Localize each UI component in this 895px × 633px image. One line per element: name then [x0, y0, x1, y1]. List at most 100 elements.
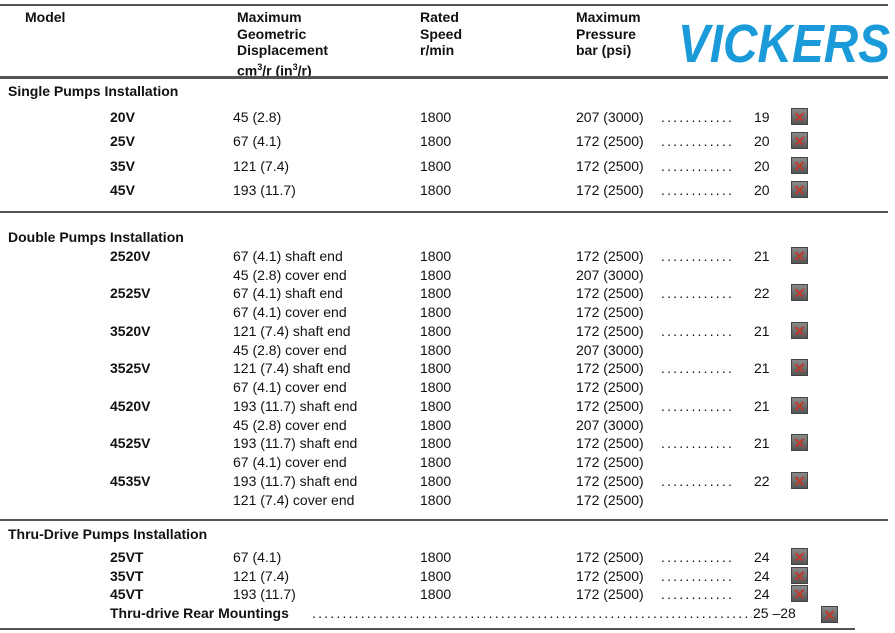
broken-image-link-icon[interactable]: [791, 434, 808, 451]
page-number: 21: [754, 248, 770, 264]
broken-image-link-icon[interactable]: [791, 157, 808, 174]
dot-leader: ............: [661, 568, 735, 584]
pressure-value: 172 (2500): [576, 549, 644, 565]
dot-leader: ............: [661, 398, 735, 414]
displacement-value: 193 (11.7): [233, 182, 296, 198]
model-name: 25VT: [110, 549, 144, 565]
dot-leader: ............: [661, 285, 735, 301]
broken-image-link-icon[interactable]: [791, 181, 808, 198]
broken-image-link-icon[interactable]: [791, 108, 808, 125]
speed-value: 1800: [420, 473, 452, 489]
model-name: 4525V: [110, 435, 151, 451]
broken-image-link-icon[interactable]: [821, 606, 838, 623]
pressure-value: 207 (3000): [576, 267, 644, 283]
section-title: Thru-Drive Pumps Installation: [8, 526, 208, 542]
pressure-value: 172 (2500): [576, 133, 644, 149]
pressure-value: 172 (2500): [576, 182, 644, 198]
hdr-line: Maximum: [576, 9, 641, 25]
speed-value: 1800: [420, 267, 452, 283]
speed-value: 1800: [420, 248, 452, 264]
broken-image-link-icon[interactable]: [791, 397, 808, 414]
rear-mountings-label: Thru-drive Rear Mountings: [110, 605, 289, 621]
model-name: 4535V: [110, 473, 151, 489]
model-name: 4520V: [110, 398, 151, 414]
speed-value: 1800: [420, 285, 452, 301]
speed-value: 1800: [420, 323, 452, 339]
broken-image-link-icon[interactable]: [791, 247, 808, 264]
hdr-unit: cm3/r (in3/r): [237, 61, 312, 79]
speed-value: 1800: [420, 454, 452, 470]
displacement-value: 193 (11.7) shaft end: [233, 473, 358, 489]
section-rule: [0, 519, 888, 521]
hdr-line: Speed: [420, 25, 463, 42]
section-rule: [0, 211, 888, 213]
displacement-value: 193 (11.7) shaft end: [233, 435, 358, 451]
vickers-logo: VICKERS: [678, 17, 890, 67]
model-name: 45VT: [110, 586, 144, 602]
model-name: 35VT: [110, 568, 144, 584]
model-name: 25V: [110, 133, 135, 149]
pressure-value: 207 (3000): [576, 417, 644, 433]
hdr-line: Rated: [420, 9, 459, 25]
col-displacement-header: Maximum Geometric Displacement cm3/r (in…: [237, 9, 328, 79]
speed-value: 1800: [420, 435, 452, 451]
speed-value: 1800: [420, 568, 452, 584]
model-name: 20V: [110, 109, 135, 125]
broken-image-link-icon[interactable]: [791, 322, 808, 339]
speed-value: 1800: [420, 492, 452, 508]
page-number: 24: [754, 586, 770, 602]
model-name: 45V: [110, 182, 135, 198]
pressure-value: 172 (2500): [576, 158, 644, 174]
dot-leader: ............: [661, 182, 735, 198]
broken-image-link-icon[interactable]: [791, 472, 808, 489]
dot-leader: ............: [661, 435, 735, 451]
page-number: 21: [754, 360, 770, 376]
displacement-value: 121 (7.4): [233, 158, 290, 174]
broken-image-link-icon[interactable]: [791, 132, 808, 149]
pressure-value: 172 (2500): [576, 285, 644, 301]
col-speed-header: Rated Speed r/min: [420, 9, 462, 59]
dot-leader: ............: [661, 473, 735, 489]
section-title: Single Pumps Installation: [8, 83, 179, 99]
displacement-value: 67 (4.1) cover end: [233, 304, 347, 320]
broken-image-link-icon[interactable]: [791, 548, 808, 565]
pressure-value: 172 (2500): [576, 304, 644, 320]
page-number: 22: [754, 285, 770, 301]
pressure-value: 172 (2500): [576, 248, 644, 264]
pressure-value: 172 (2500): [576, 360, 644, 376]
page-number: 20: [754, 158, 770, 174]
header-rule: [0, 76, 888, 79]
col-model-header: Model: [25, 9, 66, 25]
broken-image-link-icon[interactable]: [791, 284, 808, 301]
displacement-value: 121 (7.4) cover end: [233, 492, 355, 508]
hdr-line: bar (psi): [576, 42, 632, 58]
page-number: 20: [754, 182, 770, 198]
dot-leader: ............: [661, 109, 735, 125]
displacement-value: 67 (4.1) shaft end: [233, 285, 343, 301]
pressure-value: 172 (2500): [576, 435, 644, 451]
speed-value: 1800: [420, 586, 452, 602]
speed-value: 1800: [420, 379, 452, 395]
broken-image-link-icon[interactable]: [791, 567, 808, 584]
page-number: 22: [754, 473, 770, 489]
displacement-value: 121 (7.4) shaft end: [233, 323, 351, 339]
displacement-value: 45 (2.8): [233, 109, 282, 125]
pressure-value: 172 (2500): [576, 568, 644, 584]
displacement-value: 67 (4.1): [233, 133, 282, 149]
displacement-value: 45 (2.8) cover end: [233, 267, 347, 283]
logo-text: VICKERS: [678, 17, 890, 67]
page-number: 21: [754, 398, 770, 414]
broken-image-link-icon[interactable]: [791, 585, 808, 602]
page-number: 21: [754, 435, 770, 451]
hdr-line: Pressure: [576, 25, 636, 42]
broken-image-link-icon[interactable]: [791, 359, 808, 376]
model-name: 3520V: [110, 323, 151, 339]
pressure-value: 207 (3000): [576, 109, 644, 125]
rear-page-range: 25 –28: [753, 605, 796, 621]
displacement-value: 67 (4.1) cover end: [233, 379, 347, 395]
displacement-value: 67 (4.1): [233, 549, 282, 565]
dot-leader: ............: [661, 323, 735, 339]
pressure-value: 172 (2500): [576, 586, 644, 602]
page-number: 19: [754, 109, 770, 125]
